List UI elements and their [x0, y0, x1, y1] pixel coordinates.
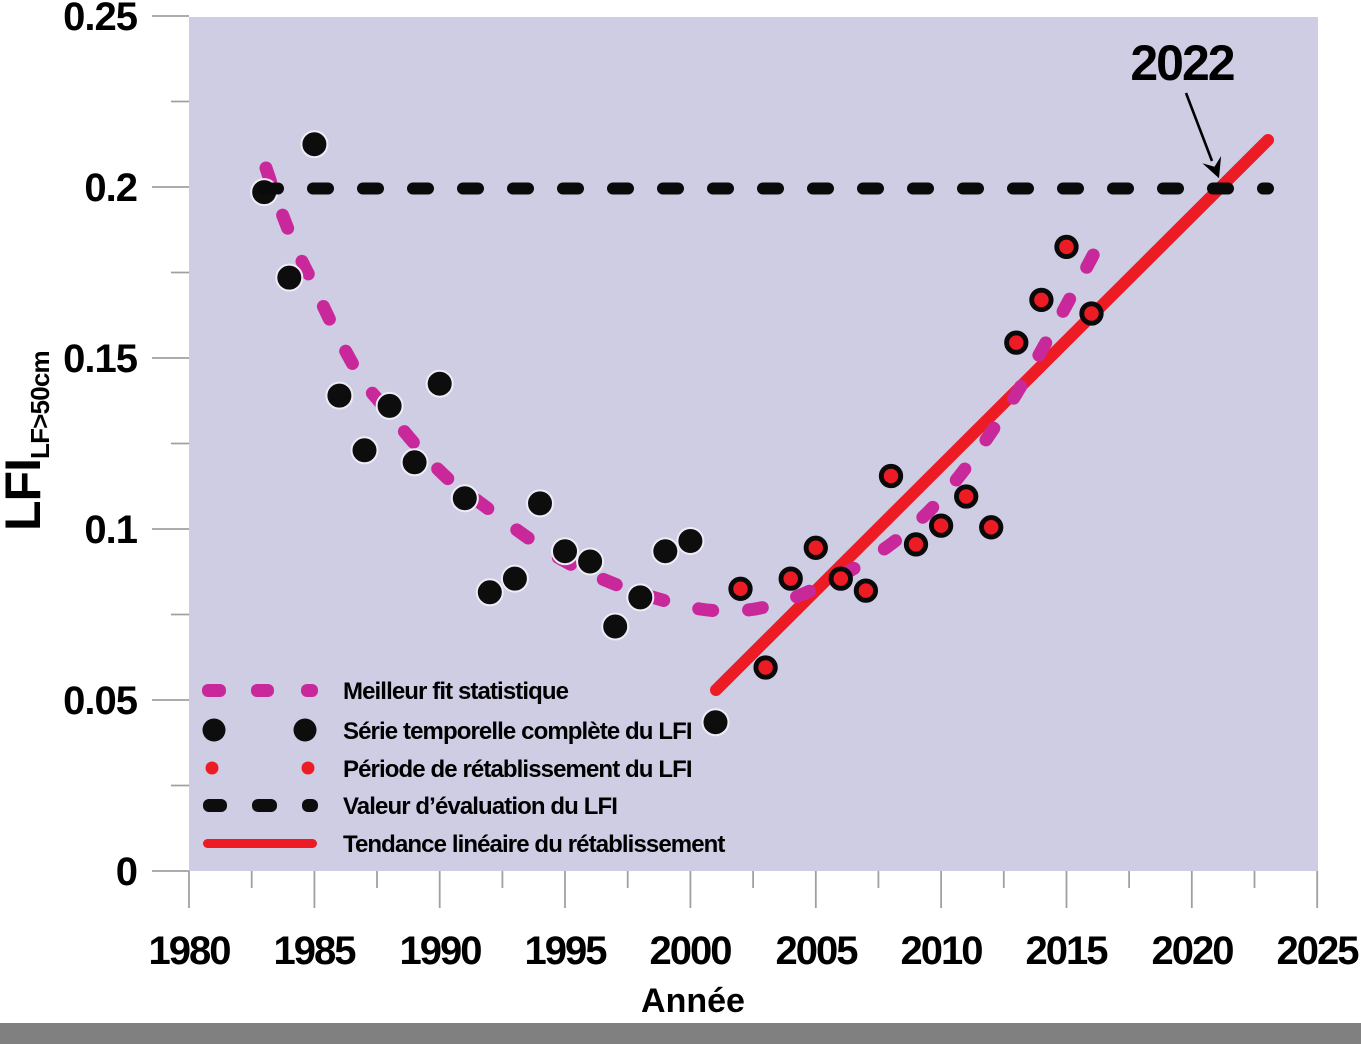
svg-text:1995: 1995: [525, 929, 608, 973]
svg-text:1985: 1985: [274, 929, 357, 973]
svg-text:2015: 2015: [1026, 929, 1109, 973]
svg-text:Tendance linéaire du rétabliss: Tendance linéaire du rétablissement: [343, 831, 725, 858]
svg-text:0.25: 0.25: [63, 0, 138, 39]
svg-text:Meilleur fit statistique: Meilleur fit statistique: [343, 678, 569, 705]
svg-text:0.15: 0.15: [63, 337, 138, 381]
svg-text:Valeur d’évaluation du LFI: Valeur d’évaluation du LFI: [343, 793, 617, 820]
svg-text:1980: 1980: [149, 929, 231, 973]
svg-text:2005: 2005: [776, 929, 859, 973]
svg-text:0: 0: [116, 850, 137, 894]
svg-text:2010: 2010: [901, 929, 983, 973]
svg-text:Série temporelle complète du L: Série temporelle complète du LFI: [343, 718, 692, 745]
svg-text:2025: 2025: [1277, 929, 1360, 973]
svg-text:2020: 2020: [1152, 929, 1234, 973]
svg-text:2022: 2022: [1130, 35, 1233, 91]
svg-text:2000: 2000: [650, 929, 732, 973]
svg-text:Période de rétablissement du L: Période de rétablissement du LFI: [343, 756, 692, 783]
svg-text:1990: 1990: [400, 929, 482, 973]
svg-text:0.1: 0.1: [84, 508, 137, 552]
svg-text:0.05: 0.05: [63, 679, 138, 723]
svg-text:0.2: 0.2: [84, 166, 137, 210]
svg-text:Année: Année: [641, 982, 745, 1020]
